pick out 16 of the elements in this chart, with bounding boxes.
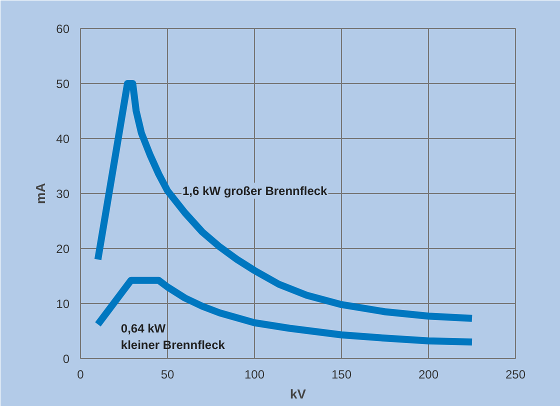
- x-tick-label: 250: [505, 368, 526, 382]
- y-tick-label: 30: [56, 187, 70, 201]
- y-tick-label: 0: [62, 352, 70, 366]
- x-tick-label: 100: [244, 368, 265, 382]
- x-tick-label: 50: [160, 368, 174, 382]
- y-tick-label: 20: [56, 242, 70, 256]
- y-tick-label: 60: [56, 22, 70, 36]
- x-tick-label: 200: [418, 368, 439, 382]
- x-axis-title: kV: [290, 386, 306, 402]
- x-tick-label: 150: [331, 368, 352, 382]
- y-tick-label: 50: [56, 77, 70, 91]
- series-label: 1,6 kW großer Brennfleck: [182, 184, 328, 198]
- y-tick-label: 10: [56, 297, 70, 311]
- y-axis-title: mA: [33, 182, 48, 204]
- y-tick-label: 40: [56, 132, 70, 146]
- x-tick-label: 0: [77, 368, 84, 382]
